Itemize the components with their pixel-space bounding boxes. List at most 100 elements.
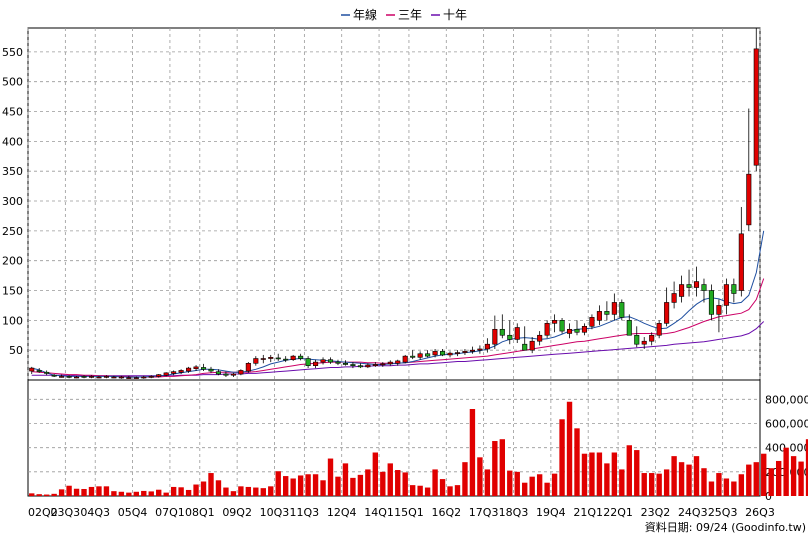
volume-bar [320, 480, 326, 496]
volume-bar [275, 471, 281, 496]
volume-bar [148, 491, 154, 496]
candle-body [693, 281, 700, 288]
volume-bar [798, 461, 804, 496]
volume-bar [223, 487, 229, 496]
candle-body [372, 364, 378, 366]
candle-body [245, 362, 251, 372]
volume-bar [268, 486, 274, 496]
volume-bar [365, 469, 371, 496]
candle-body [507, 334, 513, 340]
candle-body [275, 357, 281, 360]
volume-bar [305, 474, 311, 496]
candle-body [230, 373, 236, 376]
volume-bar [477, 457, 483, 496]
volume-bar [118, 491, 125, 496]
candle-body [679, 284, 685, 297]
volume-bar [342, 463, 349, 496]
x-tick-label: 11Q3 [290, 506, 320, 519]
candle-body [342, 362, 348, 365]
volume-bar [215, 480, 222, 496]
candle-body [402, 355, 408, 363]
price-tick-label: 200 [2, 255, 23, 268]
candle-body [596, 311, 602, 321]
volume-bar [424, 487, 431, 496]
volume-bar [185, 489, 192, 496]
volume-bar [522, 482, 528, 496]
volume-bar [656, 473, 662, 496]
volume-bar [783, 447, 789, 496]
volume-bar [761, 453, 767, 496]
volume-bar [701, 468, 707, 496]
candle-body [514, 327, 520, 340]
x-tick-label: 19Q4 [536, 506, 566, 519]
volume-bar [88, 486, 95, 496]
x-tick-label: 10Q3 [260, 506, 290, 519]
x-tick-label: 18Q3 [499, 506, 529, 519]
candle-body [619, 302, 625, 318]
x-tick-label: 08Q1 [185, 506, 215, 519]
candle-body [566, 328, 573, 334]
volume-bar [805, 439, 808, 496]
candle-body [492, 328, 498, 345]
candle-body [544, 323, 550, 336]
volume-bar [551, 473, 558, 496]
x-tick-label: 21Q1 [573, 506, 603, 519]
volume-bar [439, 479, 446, 496]
x-tick-label: 25Q3 [708, 506, 738, 519]
volume-bar [36, 494, 42, 496]
candle-body [148, 376, 154, 378]
volume-bar [29, 493, 35, 496]
volume-bar [395, 470, 401, 496]
x-tick-label: 26Q3 [745, 506, 775, 519]
volume-bar [686, 464, 692, 496]
candle-body [74, 376, 80, 379]
candle-body [193, 366, 199, 369]
x-tick-label: 22Q1 [603, 506, 633, 519]
volume-bar [387, 463, 393, 496]
candle-body [103, 376, 109, 378]
legend-label-year: 年線 [353, 7, 377, 22]
volume-bar [671, 456, 677, 496]
candle-body [522, 343, 528, 351]
volume-bar [536, 474, 543, 496]
candle-body [238, 370, 244, 375]
candle-body [686, 284, 692, 288]
candle-body [581, 326, 588, 333]
candle-body [88, 376, 95, 378]
ma-10y-line [31, 321, 765, 377]
candle-body [432, 351, 438, 356]
x-tick-label: 05Q4 [118, 506, 148, 519]
candle-body [738, 233, 744, 291]
candle-body [327, 359, 334, 363]
volume-bar [462, 462, 468, 496]
candle-body [268, 357, 274, 359]
volume-bar [402, 472, 408, 496]
x-tick-label: 14Q1 [364, 506, 394, 519]
x-tick-label: 09Q2 [222, 506, 252, 519]
candle-body [574, 328, 580, 333]
candle-body [537, 334, 543, 342]
candle-body [604, 311, 610, 315]
volume-bar [790, 456, 797, 496]
price-tick-label: 500 [2, 76, 23, 89]
volume-bar [103, 486, 110, 496]
candle-body [649, 334, 655, 342]
price-tick-label: 50 [9, 344, 23, 357]
volume-frame [27, 379, 761, 497]
price-panel: 50 100 150 200 250 300 350 400 450 500 550 [2, 27, 765, 496]
volume-bar [566, 401, 573, 496]
volume-bar [775, 460, 782, 496]
candle-body [626, 320, 632, 336]
candle-body [484, 343, 490, 350]
candle-body [529, 340, 535, 351]
volume-tick-label: 0 [765, 490, 772, 503]
x-tick-label: 17Q3 [469, 506, 499, 519]
price-tick-label: 100 [2, 314, 23, 327]
volume-bar [432, 469, 438, 496]
volume-bar [357, 474, 364, 496]
volume-bar [111, 491, 117, 496]
candle-body [313, 361, 319, 366]
volume-bar [634, 450, 640, 496]
volume-bar [81, 488, 87, 496]
volume-tick-label: 600,000 [765, 418, 808, 431]
